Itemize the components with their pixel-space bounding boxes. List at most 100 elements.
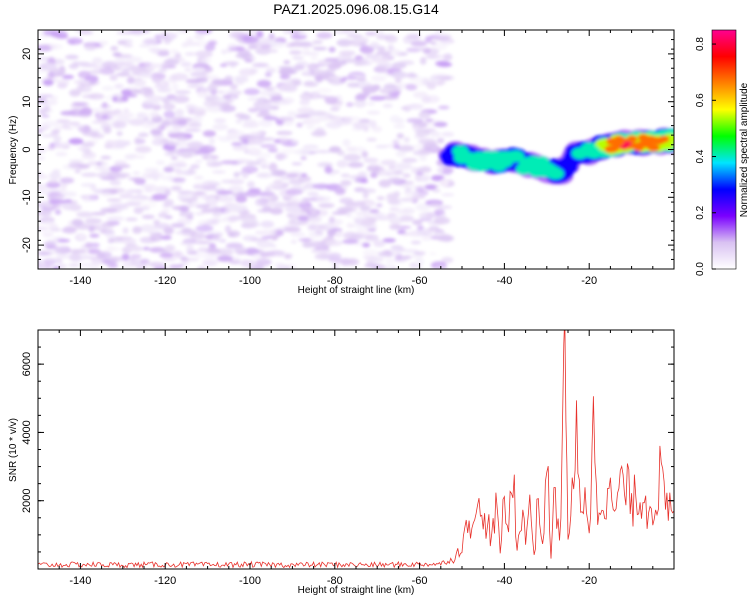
noise-blob	[57, 238, 71, 243]
noise-blob	[255, 47, 272, 55]
noise-blob	[365, 53, 380, 60]
noise-blob	[233, 171, 240, 178]
noise-blob	[125, 56, 143, 63]
noise-blob	[85, 194, 97, 202]
noise-blob	[336, 39, 353, 47]
noise-blob	[361, 150, 369, 158]
noise-blob	[269, 49, 278, 53]
noise-blob	[113, 62, 132, 66]
noise-blob	[195, 159, 203, 164]
noise-blob	[152, 78, 161, 84]
noise-blob	[405, 83, 418, 91]
noise-blob	[247, 107, 259, 113]
noise-blob	[178, 169, 197, 176]
snr-y-ticks: 2000 4000 6000	[21, 329, 674, 570]
noise-blob	[360, 46, 374, 55]
noise-blob	[100, 162, 109, 166]
noise-blob	[289, 50, 302, 55]
noise-blob	[364, 234, 379, 242]
noise-blob	[256, 240, 274, 249]
noise-blob	[113, 164, 131, 169]
noise-blob	[315, 249, 332, 254]
noise-blob	[298, 41, 313, 47]
noise-blob	[259, 44, 272, 49]
signal-blob	[507, 150, 525, 163]
noise-blob	[444, 53, 453, 61]
noise-blob	[157, 212, 168, 219]
noise-blob	[258, 109, 270, 115]
noise-blob	[56, 264, 67, 268]
noise-blob	[422, 232, 433, 236]
noise-blob	[256, 30, 264, 39]
noise-blob	[109, 140, 119, 145]
noise-blob	[380, 159, 397, 166]
noise-blob	[366, 110, 381, 115]
noise-blob	[244, 58, 253, 63]
noise-blob	[366, 137, 377, 142]
noise-blob	[303, 69, 312, 75]
noise-blob	[52, 129, 61, 134]
noise-blob	[112, 109, 122, 114]
noise-blob	[116, 65, 132, 69]
noise-blob	[150, 171, 160, 178]
noise-blob	[68, 263, 80, 267]
noise-blob	[338, 206, 356, 213]
noise-blob	[87, 161, 100, 166]
snr-y-tick-label: 2000	[21, 488, 33, 512]
noise-blob	[283, 60, 291, 65]
noise-blob	[162, 202, 170, 208]
noise-blob	[153, 219, 161, 225]
noise-blob	[279, 73, 291, 80]
noise-blob	[299, 147, 310, 156]
noise-blob	[327, 228, 336, 237]
noise-blob	[277, 116, 295, 122]
noise-blob	[57, 82, 68, 89]
noise-blob	[177, 218, 193, 225]
noise-blob	[342, 239, 359, 245]
snr-y-label: SNR (10 * v/v)	[8, 418, 19, 482]
noise-blob	[284, 254, 292, 260]
noise-blob	[124, 154, 136, 160]
noise-blob	[257, 97, 268, 105]
noise-blob	[96, 251, 105, 259]
snr-x-tick-label: -60	[412, 575, 428, 587]
noise-blob	[49, 192, 66, 200]
noise-blob	[84, 242, 94, 248]
noise-blob	[346, 102, 354, 107]
noise-blob	[195, 50, 213, 58]
noise-blob	[246, 181, 255, 188]
noise-blob	[137, 113, 145, 119]
noise-blob	[233, 147, 248, 152]
noise-blob	[100, 123, 112, 130]
noise-blob	[62, 74, 75, 80]
noise-blob	[140, 74, 153, 79]
noise-blob	[350, 201, 366, 207]
snr-x-tick-label: -120	[154, 575, 176, 587]
noise-blob	[133, 207, 144, 214]
noise-blob	[163, 110, 175, 119]
noise-blob	[43, 221, 54, 226]
noise-blob	[318, 202, 335, 209]
noise-blob	[141, 184, 157, 189]
noise-blob	[114, 160, 127, 166]
noise-blob	[191, 67, 206, 73]
noise-region	[38, 30, 455, 269]
noise-blob	[135, 145, 152, 154]
noise-blob	[267, 194, 279, 203]
noise-blob	[437, 62, 453, 68]
noise-blob	[231, 142, 243, 146]
noise-blob	[238, 68, 256, 76]
noise-blob	[351, 216, 365, 221]
noise-blob	[403, 190, 415, 197]
noise-blob	[240, 259, 258, 268]
noise-blob	[411, 167, 419, 174]
snr-x-ticks: -140 -120 -100 -80 -60 -40 -20	[37, 330, 675, 587]
noise-blob	[361, 188, 377, 194]
noise-blob	[355, 212, 372, 216]
noise-blob	[168, 264, 182, 269]
noise-blob	[180, 242, 195, 245]
noise-blob	[222, 95, 232, 99]
noise-blob	[302, 241, 314, 248]
noise-blob	[228, 178, 245, 185]
noise-blob	[205, 75, 220, 80]
